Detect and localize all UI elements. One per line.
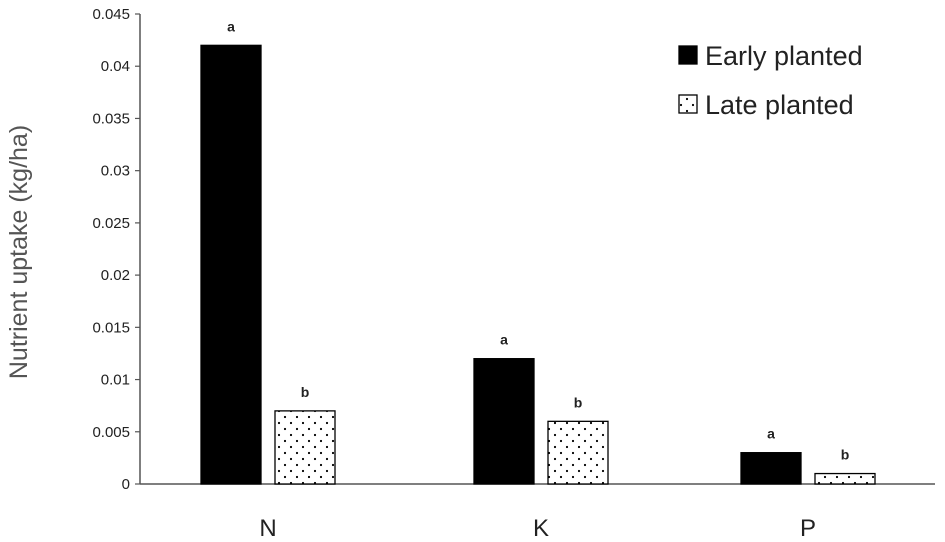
bar-N-early-planted	[200, 44, 262, 485]
bar-K-late-planted	[547, 420, 609, 485]
plot-area: 0 0.005 0.01 0.015 0.02 0.025 0.03 0.035 0.04 0.0…	[92, 6, 935, 542]
x-category-label: N	[259, 515, 276, 542]
significance-label: b	[301, 384, 310, 400]
y-tick-label: 0.04	[101, 58, 130, 75]
bar-K-early-planted	[473, 358, 535, 485]
y-tick-label: 0.015	[92, 319, 130, 336]
y-tick-label: 0.035	[92, 110, 130, 127]
y-axis-title: Nutrient uptake (kg/ha)	[5, 125, 33, 379]
y-tick-label: 0.005	[92, 424, 130, 441]
y-tick-label: 0.03	[101, 163, 130, 180]
legend-swatch-late-planted	[678, 94, 698, 114]
significance-label: b	[574, 394, 583, 410]
x-category-label: P	[800, 515, 816, 542]
legend-label-late-planted: Late planted	[705, 90, 854, 120]
y-tick-label: 0	[122, 476, 130, 493]
significance-label: a	[227, 18, 235, 34]
legend-label-early-planted: Early planted	[705, 41, 863, 71]
x-category-label: K	[533, 515, 549, 542]
y-tick-label: 0.02	[101, 267, 130, 284]
y-tick-label: 0.025	[92, 215, 130, 232]
bar-P-late-planted	[814, 472, 876, 485]
y-tick-label: 0.045	[92, 6, 130, 23]
significance-label: b	[841, 447, 850, 463]
bar-N-late-planted	[274, 410, 336, 485]
significance-label: a	[767, 426, 775, 442]
y-tick-label: 0.01	[101, 372, 130, 389]
significance-label: a	[500, 332, 508, 348]
legend-swatch-early-planted	[678, 45, 698, 65]
bar-P-early-planted	[740, 452, 802, 485]
legend: Early planted Late planted	[678, 41, 863, 120]
